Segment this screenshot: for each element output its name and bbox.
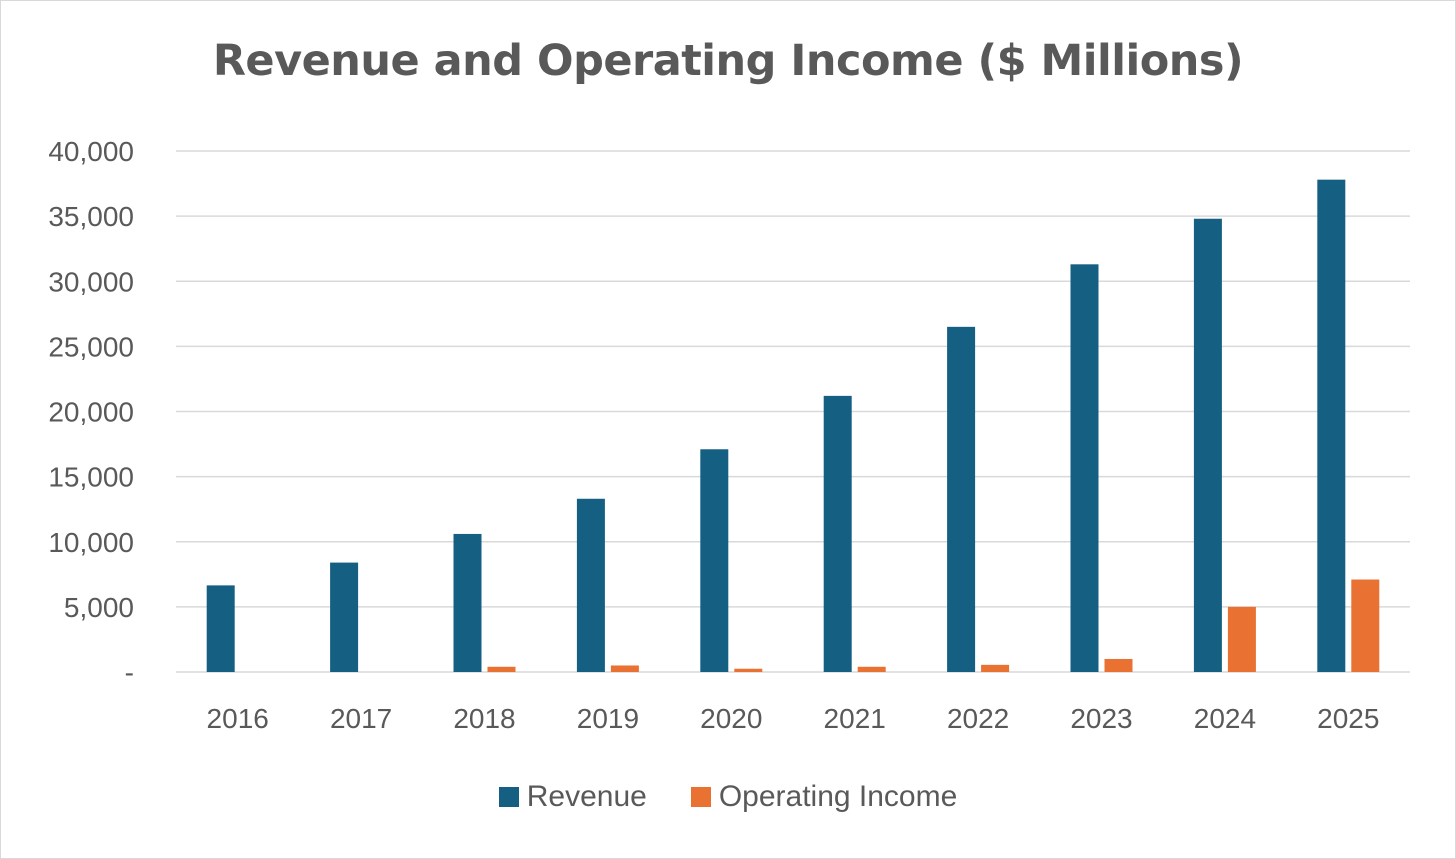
bar-revenue-2022 [947, 326, 976, 672]
x-tick-label: 2025 [1317, 703, 1379, 734]
legend-label-operating-income: Operating Income [718, 780, 958, 813]
chart-legend: Revenue Operating Income [0, 780, 1456, 814]
y-tick-label: 5,000 [64, 592, 134, 623]
legend-swatch-revenue [498, 787, 519, 807]
bar-revenue-2024 [1193, 218, 1222, 673]
y-tick-label: 10,000 [48, 527, 134, 558]
legend-label-revenue: Revenue [526, 780, 647, 813]
y-tick-label: 30,000 [48, 266, 134, 297]
bar-operating-income-2018 [487, 666, 516, 672]
bar-revenue-2025 [1317, 179, 1346, 672]
x-tick-label: 2019 [577, 703, 639, 734]
bar-operating-income-2020 [734, 668, 763, 672]
y-tick-label: 35,000 [48, 201, 134, 232]
bar-revenue-2019 [576, 498, 605, 672]
x-tick-label: 2023 [1070, 703, 1132, 734]
x-tick-label: 2024 [1194, 703, 1256, 734]
bar-operating-income-2023 [1104, 658, 1133, 672]
bar-operating-income-2021 [857, 666, 886, 672]
bar-operating-income-2019 [610, 665, 639, 672]
bar-revenue-2017 [330, 562, 359, 672]
chart-title: Revenue and Operating Income ($ Millions… [212, 36, 1244, 86]
bar-revenue-2016 [206, 585, 235, 672]
legend-item-revenue: Revenue [498, 780, 647, 814]
bar-revenue-2018 [453, 533, 482, 672]
y-tick-label: 25,000 [48, 331, 134, 362]
bar-revenue-2020 [700, 449, 729, 672]
y-tick-label: 20,000 [48, 397, 134, 428]
bar-operating-income-2025 [1351, 579, 1380, 672]
y-tick-label: - [125, 657, 134, 688]
x-tick-label: 2021 [824, 703, 886, 734]
x-tick-label: 2016 [207, 703, 269, 734]
y-tick-label: 40,000 [48, 136, 134, 167]
bar-operating-income-2022 [981, 664, 1010, 672]
x-tick-label: 2020 [700, 703, 762, 734]
x-tick-label: 2018 [453, 703, 515, 734]
bar-revenue-2021 [823, 395, 852, 672]
x-tick-label: 2022 [947, 703, 1009, 734]
legend-swatch-operating-income [690, 787, 711, 807]
bar-operating-income-2024 [1227, 606, 1256, 672]
x-tick-label: 2017 [330, 703, 392, 734]
y-tick-label: 15,000 [48, 462, 134, 493]
bar-revenue-2023 [1070, 264, 1099, 672]
legend-item-operating-income: Operating Income [690, 780, 958, 814]
